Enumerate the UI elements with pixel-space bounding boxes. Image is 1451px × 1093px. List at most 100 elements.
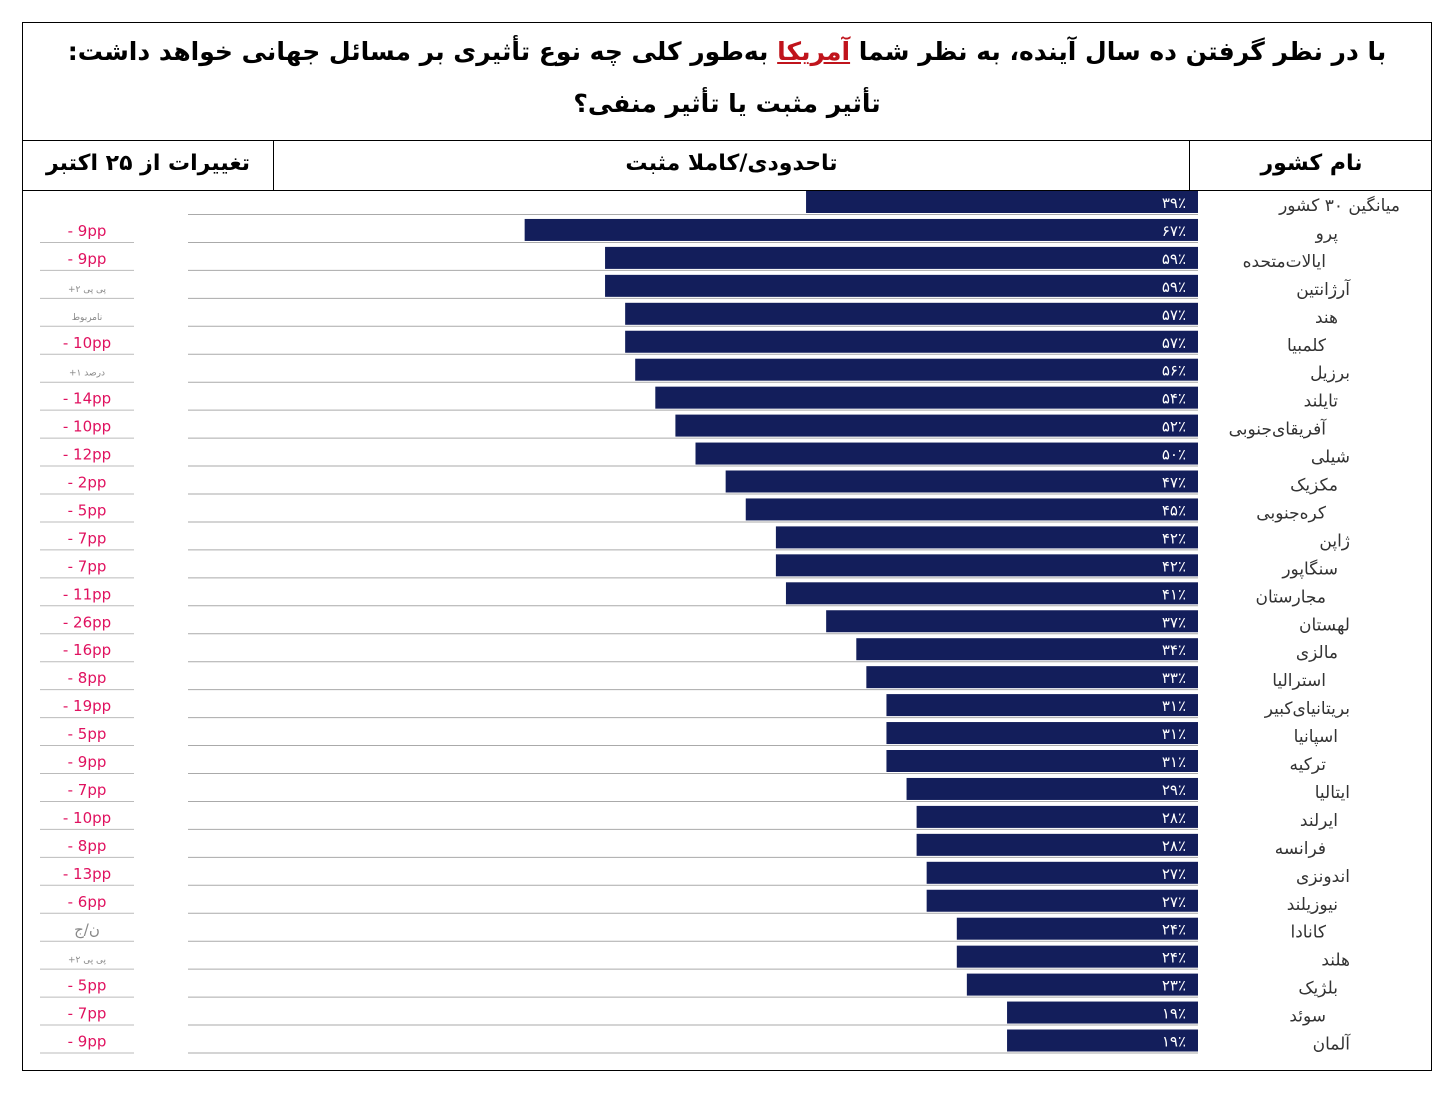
bar	[635, 358, 1198, 381]
bar-value-label: ۳۳٪	[1162, 669, 1186, 687]
country-label: ژاپن	[1319, 531, 1350, 551]
bar-value-label: ۲۷٪	[1162, 893, 1186, 911]
bar-value-label: ۲۹٪	[1162, 781, 1186, 799]
bar	[956, 917, 1198, 940]
bar	[605, 246, 1198, 269]
bar	[926, 889, 1198, 912]
change-label: +۲ پی پی	[68, 956, 107, 966]
country-label: ایتالیا	[1315, 783, 1350, 803]
bar-value-label: ۲۴٪	[1162, 949, 1186, 967]
change-label: - 14pp	[63, 390, 111, 408]
header-positive: تاحدودی/کاملا مثبت	[625, 151, 838, 176]
bar-value-label: ۲۴٪	[1162, 921, 1186, 939]
change-label: - 5pp	[68, 725, 107, 743]
change-label: +۲ پی پی	[68, 285, 107, 295]
country-label: تایلند	[1304, 392, 1339, 412]
bar-value-label: ۴۲٪	[1162, 557, 1186, 575]
bar	[886, 694, 1198, 717]
country-label: استرالیا	[1272, 671, 1326, 691]
change-label: - 12pp	[63, 446, 111, 464]
country-label: شیلی	[1311, 448, 1350, 468]
bar-value-label: ۱۹٪	[1162, 1005, 1186, 1023]
bar-value-label: ۴۵٪	[1162, 501, 1186, 519]
country-label: پرو	[1315, 224, 1339, 244]
bar-value-label: ۴۷٪	[1162, 474, 1186, 492]
chart-frame: با در نظر گرفتن ده سال آینده، به نظر شما…	[22, 22, 1432, 1071]
country-label: اندونزی	[1296, 867, 1350, 887]
bar	[956, 945, 1198, 968]
bar	[916, 833, 1198, 856]
title-line-1: با در نظر گرفتن ده سال آینده، به نظر شما…	[23, 37, 1431, 66]
bar	[775, 554, 1198, 577]
bar-value-label: ۳۴٪	[1162, 641, 1186, 659]
bar-value-label: ۲۸٪	[1162, 837, 1186, 855]
bar	[745, 498, 1198, 521]
bar-value-label: ۵۹٪	[1162, 278, 1186, 296]
bar	[775, 526, 1198, 549]
bar-value-label: ۲۷٪	[1162, 865, 1186, 883]
bar	[856, 638, 1198, 661]
country-label: بلژیک	[1298, 979, 1338, 999]
bar	[886, 750, 1198, 772]
bar-value-label: ۵۰٪	[1162, 446, 1186, 464]
title-text-end: به‌طور کلی چه نوع تأثیری بر مسائل جهانی …	[67, 37, 778, 66]
change-label: - 9pp	[68, 250, 107, 268]
change-label: - 10pp	[63, 334, 111, 352]
change-label: نامربوط	[72, 313, 103, 323]
bar-value-label: ۵۷٪	[1162, 334, 1186, 352]
change-label: - 26pp	[63, 613, 111, 631]
change-label: - 7pp	[68, 1005, 107, 1023]
bar	[625, 330, 1198, 353]
bar-value-label: ۱۹٪	[1162, 1033, 1186, 1051]
bar	[866, 666, 1198, 689]
country-label: ترکیه	[1290, 755, 1327, 775]
bar	[605, 274, 1198, 297]
change-label: ن/ج	[74, 921, 100, 940]
country-label: برزیل	[1310, 364, 1350, 384]
title-highlight-country: آمریکا	[777, 37, 851, 66]
change-label: - 19pp	[63, 697, 111, 715]
bar	[785, 582, 1198, 605]
bar-value-label: ۳۱٪	[1162, 725, 1186, 743]
country-label: بریتانیای‌کبیر	[1264, 699, 1350, 719]
bar-value-label: ۳۷٪	[1162, 613, 1186, 631]
bar	[806, 191, 1198, 213]
country-label: آفریقای‌جنوبی	[1229, 418, 1328, 440]
change-label: +۱ درصد	[69, 369, 105, 379]
country-label: نیوزیلند	[1287, 895, 1338, 915]
bar-value-label: ۵۷٪	[1162, 306, 1186, 324]
bar-value-label: ۵۴٪	[1162, 390, 1186, 408]
country-label: آلمان	[1313, 1033, 1352, 1055]
country-label: هند	[1315, 308, 1338, 328]
country-label: کانادا	[1291, 923, 1327, 943]
bar	[916, 805, 1198, 828]
column-header-row: نام کشور تاحدودی/کاملا مثبت تغییرات از ۲…	[23, 140, 1431, 191]
bar	[524, 218, 1198, 241]
change-label: - 9pp	[68, 222, 107, 240]
change-label: - 8pp	[68, 669, 107, 687]
change-label: - 16pp	[63, 641, 111, 659]
bar	[906, 777, 1198, 800]
title-line-2: تأثیر مثبت یا تأثیر منفی؟	[573, 89, 881, 118]
header-change: تغییرات از ۲۵ اکتبر	[46, 151, 250, 176]
country-label: مالزی	[1296, 643, 1338, 663]
bar	[886, 722, 1198, 745]
bar	[926, 861, 1198, 884]
change-label: - 9pp	[68, 753, 107, 771]
bar	[695, 442, 1198, 465]
header-divider	[1189, 140, 1190, 190]
country-label: ایرلند	[1300, 811, 1338, 831]
bar-value-label: ۳۱٪	[1162, 697, 1186, 715]
header-country: نام کشور	[1260, 151, 1363, 176]
bar-value-label: ۴۱٪	[1162, 585, 1186, 603]
country-label: فرانسه	[1275, 839, 1326, 859]
bar	[625, 302, 1198, 325]
bar	[1007, 1001, 1198, 1024]
change-label: - 13pp	[63, 865, 111, 883]
change-label: - 5pp	[68, 501, 107, 519]
bar-value-label: ۳۱٪	[1162, 753, 1186, 771]
bar	[1007, 1029, 1198, 1052]
bar-value-label: ۵۶٪	[1162, 362, 1186, 380]
change-label: - 7pp	[68, 781, 107, 799]
